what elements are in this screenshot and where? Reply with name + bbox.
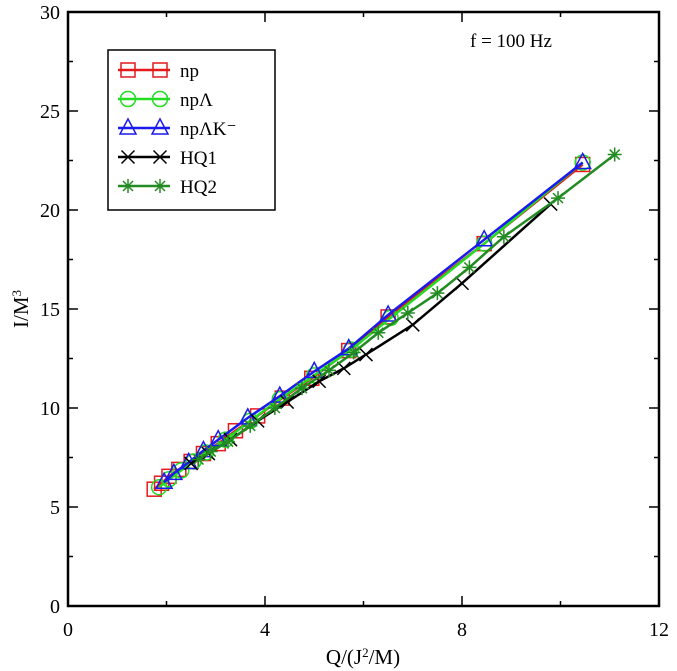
legend-item-np: np: [118, 61, 199, 82]
data-point-hq2: [203, 444, 218, 459]
data-point-hq1: [358, 347, 373, 362]
legend-item-npk: npΛK⁻: [118, 117, 237, 140]
legend-label: HQ2: [180, 177, 217, 198]
data-point-hq2: [371, 325, 386, 340]
x-axis-title: Q/(J2/M): [326, 645, 400, 670]
legend-label: npΛ: [180, 90, 213, 111]
legend-marker: [151, 90, 169, 108]
data-point-hq2: [496, 229, 511, 244]
y-tick-label: 30: [40, 2, 60, 24]
legend: np npΛ npΛK⁻ HQ1 HQ2: [107, 49, 276, 211]
data-point-hq1: [454, 276, 470, 291]
data-point-npk: [154, 471, 174, 489]
data-point-npk: [573, 151, 592, 170]
data-point-hq1: [405, 317, 420, 332]
y-tick-label: 0: [50, 596, 60, 618]
data-point-np: [150, 478, 168, 496]
x-tick-label: 4: [260, 619, 270, 641]
x-tick-label: 0: [63, 619, 73, 641]
data-point-hq2: [294, 381, 309, 396]
legend-marker: [152, 62, 168, 78]
data-point-hq2: [221, 434, 236, 449]
legend-marker: [152, 149, 168, 165]
y-axis-title: I/M3: [9, 290, 34, 328]
legend-marker: [118, 117, 138, 135]
series-hq2: [191, 147, 622, 467]
y-tick-label: 5: [50, 497, 60, 519]
legend-label: npΛK⁻: [180, 119, 237, 140]
data-point-hq1: [312, 374, 327, 389]
x-tick-label: 8: [457, 619, 467, 641]
legend-item-hq2: HQ2: [118, 177, 217, 198]
data-point-hq2: [191, 452, 206, 467]
data-point-hq2: [607, 147, 622, 162]
legend-marker: [120, 62, 136, 78]
series-line-npk: [163, 161, 584, 484]
legend-box: [107, 49, 276, 211]
data-point-npk: [270, 385, 290, 403]
data-point-hq2: [322, 363, 337, 378]
legend-marker: [120, 149, 136, 165]
data-point-hq2: [267, 401, 282, 415]
data-point-hq2: [551, 191, 566, 206]
data-point-npk: [208, 429, 228, 447]
data-point-hq1: [280, 395, 295, 410]
legend-marker: [121, 179, 135, 193]
plot-frame: [66, 10, 661, 608]
data-point-npk: [378, 304, 398, 322]
y-tick-label: 25: [40, 101, 60, 123]
annotation-frequency: f = 100 Hz: [470, 31, 552, 52]
legend-item-hq1: HQ1: [118, 148, 217, 169]
legend-marker: [119, 90, 137, 108]
x-tick-label: 12: [649, 619, 669, 641]
data-point-hq2: [346, 345, 361, 360]
y-tick-label: 10: [40, 398, 60, 420]
legend-label: np: [180, 61, 199, 82]
series-layer: [146, 147, 622, 497]
legend-marker: [153, 179, 167, 193]
data-point-npk: [164, 462, 184, 481]
data-point-hq2: [430, 286, 445, 301]
data-point-hq2: [400, 305, 415, 320]
y-tick-label: 20: [40, 200, 60, 222]
tick-labels: 0 4 8 12 0 5 10 15 20 25 30: [40, 2, 669, 641]
legend-label: HQ1: [180, 148, 217, 169]
legend-items: np npΛ npΛK⁻ HQ1 HQ2: [118, 61, 237, 198]
legend-item-np: npΛ: [118, 90, 213, 111]
data-point-hq2: [462, 260, 477, 275]
legend-marker: [150, 117, 170, 135]
data-point-hq2: [243, 418, 258, 433]
data-point-npk: [474, 229, 494, 247]
y-tick-label: 15: [40, 299, 60, 321]
data-point-np: [380, 309, 396, 325]
